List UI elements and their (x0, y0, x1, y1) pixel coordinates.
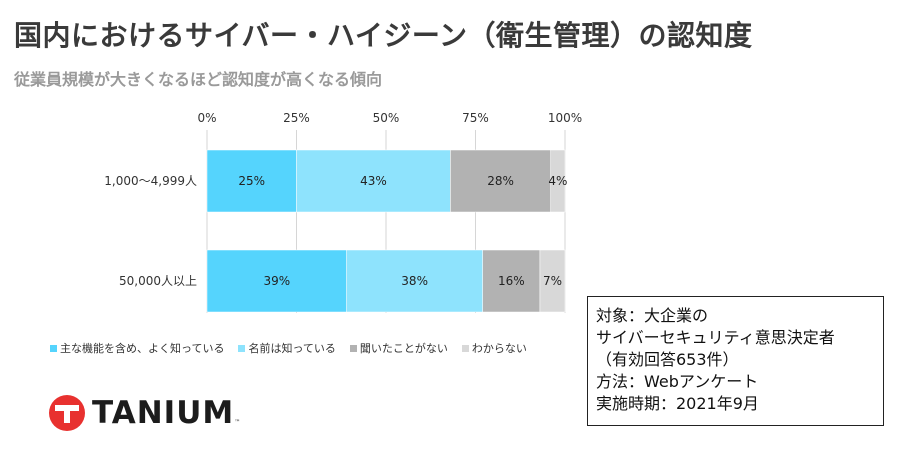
chart-legend: 主な機能を含め、よく知っている 名前は知っている 聞いたことがない わからない (50, 340, 527, 356)
logo-trademark: ™ (234, 419, 241, 426)
data-label: 43% (360, 174, 387, 188)
note-line: 実施時期：2021年9月 (596, 394, 759, 413)
bar-segment (482, 249, 541, 313)
data-label: 39% (263, 274, 290, 288)
data-label: 7% (543, 274, 562, 288)
legend-label: 聞いたことがない (359, 342, 448, 355)
legend-item: 主な機能を含め、よく知っている (50, 340, 224, 356)
bar-segment (346, 249, 483, 313)
legend-item: わからない (461, 340, 527, 356)
legend-label: わからない (471, 342, 527, 355)
bar-segment (206, 149, 297, 213)
x-tick-label: 25% (283, 111, 310, 125)
data-label: 38% (401, 274, 428, 288)
note-line: サイバーセキュリティ意思決定者 (596, 328, 835, 347)
x-tick-label: 100% (548, 111, 582, 125)
legend-swatch-1 (238, 344, 246, 352)
tanium-logo-icon (49, 395, 85, 431)
legend-label: 名前は知っている (248, 342, 336, 355)
legend-label: 主な機能を含め、よく知っている (60, 342, 225, 355)
note-line: 方法：Webアンケート (596, 372, 759, 391)
tanium-logo: TANIUM ™ (48, 394, 240, 432)
category-label: 50,000人以上 (119, 274, 197, 288)
x-tick-label: 75% (462, 111, 489, 125)
data-label: 25% (238, 174, 265, 188)
x-tick-label: 0% (197, 111, 216, 125)
bar-segment (206, 249, 347, 313)
logo-wordmark: TANIUM (92, 395, 235, 431)
stacked-bar-chart: 0% 25% 50% 75% 100% 1,000〜4,999人 25% 43% 28% 4% 50… (104, 111, 582, 313)
category-label: 1,000〜4,999人 (104, 174, 197, 188)
data-label: 16% (498, 274, 525, 288)
x-tick-label: 50% (373, 111, 400, 125)
bar-segment (539, 249, 566, 313)
page-subtitle: 従業員規模が大きくなるほど認知度が高くなる傾向 (14, 70, 383, 89)
note-line: 対象：大企業の (596, 306, 709, 325)
bar-segment (550, 149, 566, 213)
legend-item: 名前は知っている (238, 340, 336, 356)
legend-item: 聞いたことがない (349, 340, 448, 356)
data-label: 4% (548, 174, 567, 188)
data-label: 28% (487, 174, 514, 188)
page-title: 国内におけるサイバー・ハイジーン（衛生管理）の認知度 (14, 19, 753, 52)
note-line: （有効回答653件） (596, 350, 739, 369)
legend-swatch-2 (349, 344, 357, 352)
survey-note-box: 対象：大企業の サイバーセキュリティ意思決定者 （有効回答653件） 方法：We… (587, 296, 884, 426)
legend-swatch-0 (50, 344, 57, 352)
legend-swatch-3 (461, 344, 469, 352)
